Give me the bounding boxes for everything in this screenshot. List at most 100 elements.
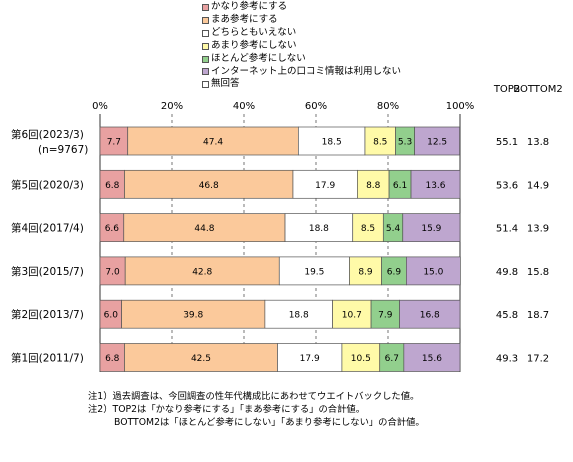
category-sublabel: (n=9767) — [38, 144, 88, 156]
data-label: 8.8 — [366, 181, 381, 191]
bar-segment — [124, 256, 280, 286]
legend-item: あまり参考にしない — [202, 40, 401, 53]
column-value: 15.8 — [527, 267, 549, 278]
column-value: 45.8 — [496, 310, 518, 321]
bar-segment — [284, 213, 354, 242]
data-label: 13.6 — [425, 181, 445, 191]
legend-label: 無回答 — [211, 78, 240, 90]
column-value: 14.9 — [527, 180, 549, 191]
bar-segment — [99, 169, 125, 199]
category-label: 第6回(2023/3) — [11, 128, 84, 141]
data-label: 47.4 — [203, 138, 223, 148]
data-label: 12.5 — [427, 138, 447, 148]
data-label: 15.9 — [421, 224, 441, 234]
data-label: 19.5 — [304, 267, 324, 277]
bar-segment — [370, 299, 400, 329]
data-label: 6.9 — [387, 267, 402, 277]
bar-segment — [406, 256, 461, 286]
bar-segment — [124, 343, 278, 372]
x-tick-label: 100% — [446, 101, 475, 112]
bar-segment — [99, 126, 129, 156]
bar-segment — [264, 299, 333, 329]
column-value: 51.4 — [496, 224, 518, 235]
category-label: 第4回(2017/4) — [11, 222, 84, 235]
column-value: 49.8 — [496, 267, 518, 278]
data-label: 18.8 — [309, 224, 329, 234]
legend-item: ほとんど参考にしない — [202, 53, 401, 66]
column-value: 13.9 — [527, 224, 549, 235]
legend-label: かなり参考にする — [211, 1, 288, 12]
legend-item: かなり参考にする — [202, 1, 401, 14]
bar-segment — [364, 126, 396, 156]
legend-label: どちらともいえない — [211, 26, 297, 38]
data-label: 8.5 — [361, 224, 375, 234]
column-header: TOP2 — [493, 84, 520, 95]
category-label: 第5回(2020/3) — [11, 178, 84, 191]
data-label: 10.7 — [342, 311, 362, 321]
data-label: 17.9 — [315, 181, 335, 191]
column-header: BOTTOM2 — [513, 84, 562, 95]
bar-segment — [121, 299, 266, 329]
bar-segment — [414, 126, 460, 156]
bar-segment — [402, 213, 461, 242]
bar-segment — [99, 256, 126, 286]
data-label: 6.0 — [104, 311, 119, 321]
legend-item: どちらともいえない — [202, 27, 401, 40]
column-value: 49.3 — [496, 354, 518, 365]
note-3: BOTTOM2は「ほとんど参考にしない」「あまり参考にしない」の合計値。 — [114, 417, 425, 428]
data-label: 10.5 — [351, 354, 371, 364]
data-label: 6.7 — [385, 354, 399, 364]
legend-label: ほとんど参考にしない — [211, 52, 306, 64]
x-tick-label: 20% — [161, 101, 183, 112]
x-tick-label: 0% — [92, 101, 108, 112]
data-label: 6.8 — [105, 354, 120, 364]
data-label: 8.5 — [373, 138, 387, 148]
bar-segment — [278, 256, 350, 286]
x-tick-label: 60% — [305, 101, 327, 112]
bar-segment — [349, 256, 382, 286]
legend-swatch — [202, 68, 209, 76]
data-label: 5.3 — [398, 138, 412, 148]
legend-swatch — [202, 3, 209, 11]
legend-item: 無回答 — [202, 78, 401, 91]
data-label: 44.8 — [194, 224, 214, 234]
bar-segment — [410, 169, 461, 199]
data-label: 18.8 — [289, 311, 309, 321]
column-value: 17.2 — [527, 354, 549, 365]
notes: 注1）過去調査は、今回調査の性年代構成比にあわせてウエイトバックした値。 注2）… — [88, 390, 425, 429]
legend-swatch — [202, 42, 209, 50]
bar-segment — [123, 213, 286, 242]
data-label: 18.5 — [322, 138, 342, 148]
data-label: 39.8 — [183, 311, 203, 321]
bar-segment — [292, 169, 358, 199]
data-label: 46.8 — [199, 181, 219, 191]
column-value: 53.6 — [496, 180, 518, 191]
data-label: 16.8 — [420, 311, 440, 321]
data-label: 6.8 — [105, 181, 120, 191]
bar-segment — [381, 256, 407, 286]
column-value: 55.1 — [496, 137, 518, 148]
x-tick-label: 80% — [377, 101, 399, 112]
x-tick-label: 40% — [233, 101, 255, 112]
legend-label: あまり参考にしない — [211, 39, 297, 51]
bar-segment — [298, 126, 366, 156]
bar-segment — [332, 299, 372, 329]
data-label: 15.0 — [423, 267, 443, 277]
bar-segment — [403, 343, 461, 372]
data-label: 15.6 — [422, 354, 442, 364]
data-label: 7.0 — [105, 267, 120, 277]
legend-swatch — [202, 55, 209, 63]
data-label: 7.9 — [378, 311, 393, 321]
bar-segment — [124, 169, 294, 199]
data-label: 6.1 — [393, 181, 407, 191]
legend-swatch — [202, 81, 209, 89]
bar-segment — [399, 299, 461, 329]
category-label: 第1回(2011/7) — [11, 352, 84, 365]
category-label: 第2回(2013/7) — [11, 308, 84, 321]
legend: かなり参考にする まあ参考にする どちらともいえない あまり参考にしない ほとんど参考に… — [202, 1, 401, 91]
data-label: 8.9 — [358, 267, 373, 277]
data-label: 42.8 — [192, 267, 212, 277]
category-label: 第3回(2015/7) — [11, 265, 84, 278]
column-value: 18.7 — [527, 310, 549, 321]
